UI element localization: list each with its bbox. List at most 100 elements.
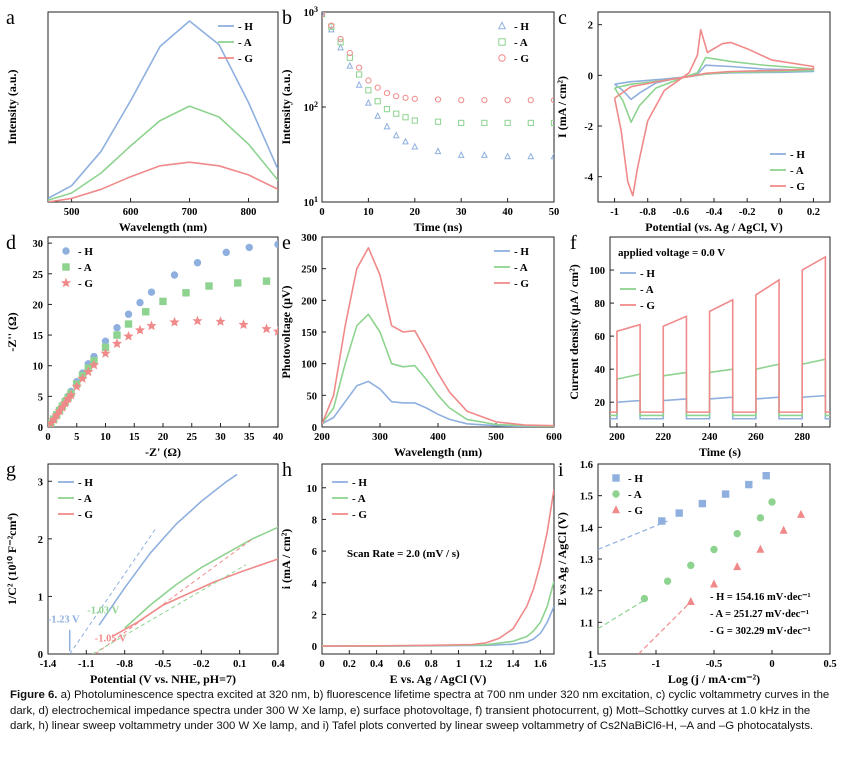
panel-letter: f (570, 232, 577, 254)
data-point-G (504, 97, 511, 104)
series-line-G (610, 255, 830, 413)
x-tick-label: 1.2 (479, 659, 492, 670)
data-point-A (374, 98, 381, 105)
data-point-H (346, 61, 354, 69)
x-tick-label: 280 (794, 432, 810, 443)
y-tick-label: 1.5 (580, 492, 593, 503)
y-tick-label: -2 (584, 122, 593, 133)
data-point-G (709, 579, 719, 588)
fit-line-G (638, 601, 692, 654)
x-tick-label: 1.6 (534, 659, 547, 670)
fit-line-H (598, 520, 668, 551)
data-point-G (383, 90, 391, 97)
y-tick-label: 0 (38, 650, 43, 661)
data-point-H (222, 248, 230, 257)
y-tick-label: 1.4 (580, 523, 594, 534)
y-tick-label: 100 (589, 266, 605, 277)
extrapolation-line-H (69, 527, 158, 654)
data-point-H (550, 152, 554, 160)
y-tick-label: 25 (33, 270, 44, 281)
data-point-G (238, 319, 249, 329)
legend-label: - H (514, 246, 529, 258)
series-line-G (613, 28, 815, 197)
x-tick-label: 0 (319, 207, 324, 218)
data-point-A (234, 279, 242, 287)
panel-letter: g (6, 459, 16, 481)
legend-label: - H (640, 268, 655, 280)
x-axis-label: Wavelength (nm) (394, 445, 482, 459)
x-tick-label: -0.6 (673, 207, 690, 218)
legend-label: - G (78, 278, 93, 290)
y-axis-label: Current density (μA / cm²) (567, 264, 581, 400)
x-tick-label: -0.2 (739, 207, 756, 218)
series-line-H (322, 606, 554, 647)
series-line-A (124, 526, 278, 629)
slope-label: - G = 302.29 mV·dec⁻¹ (710, 626, 811, 637)
data-point-A (411, 117, 418, 124)
legend-label: - A (640, 284, 654, 296)
figure-caption: Figure 6. a) Photoluminescence spectra e… (10, 688, 834, 735)
data-point-G (215, 316, 226, 326)
y-axis-label: i (mA / cm²) (279, 529, 293, 590)
data-point-G (322, 12, 326, 18)
x-tick-label: 600 (123, 207, 139, 218)
data-point-G (100, 348, 111, 358)
y-tick-label: 1.2 (580, 587, 593, 598)
data-point-A (527, 119, 534, 127)
legend-swatch-A (62, 263, 70, 271)
intercept-label: -1.05 V (95, 633, 127, 644)
intercept-label: -1.03 V (87, 606, 119, 617)
caption-label: Figure 6. (10, 689, 58, 701)
legend-swatch-H (497, 21, 507, 30)
y-tick-label: 15 (33, 331, 44, 342)
y-tick-label: 50 (307, 391, 318, 402)
legend-label: - A (628, 489, 642, 501)
plot-frame (321, 463, 555, 655)
x-tick-label: 30 (215, 432, 226, 443)
y-tick-label: 2 (38, 535, 43, 546)
x-tick-label: 600 (546, 432, 562, 443)
data-point-A (663, 577, 672, 585)
x-tick-label: 20 (410, 207, 421, 218)
x-tick-label: 0.6 (397, 659, 410, 670)
panel-g: g -1.4 -1.1 -0.8 -0.5 -0.2 0.1 0.4 0 1 2 3 Potential… (5, 459, 285, 686)
data-point-H (136, 298, 144, 307)
x-tick-label: 240 (702, 432, 718, 443)
x-tick-label: 10 (363, 207, 374, 218)
x-tick-label: 5 (74, 432, 79, 443)
y-tick-label: 1 (588, 650, 593, 661)
x-tick-label: 0.5 (823, 659, 836, 670)
data-point-G (756, 544, 765, 553)
data-point-H (411, 142, 419, 150)
data-point-H (113, 324, 121, 332)
panel-d: d 0 5 10 15 20 25 30 35 40 0 5 10 15 20 25 30 -Z' (Ω) -Z''… (5, 232, 283, 459)
x-axis-label: Potential (vs. Ag / AgCl, V) (645, 220, 782, 234)
x-tick-label: 0.4 (271, 659, 285, 670)
x-axis-label: Time (s) (699, 445, 741, 459)
legend-label: - A (514, 37, 528, 49)
x-tick-label: -1 (652, 659, 661, 670)
x-tick-label: 0 (769, 659, 774, 670)
panel-a: a 500 600 700 800 Wavelength (nm) Intensity (a… (5, 7, 279, 234)
x-tick-label: 0.2 (343, 659, 356, 670)
legend-label: - G (790, 181, 805, 193)
data-point-H (527, 152, 535, 160)
x-tick-label: 0 (45, 432, 50, 443)
data-point-H (374, 111, 382, 119)
series-line-A (322, 313, 554, 427)
legend-label: - A (238, 37, 252, 49)
legend-label: - G (640, 300, 655, 312)
y-tick-label: 300 (301, 233, 317, 244)
data-point-G (337, 35, 344, 43)
plot-frame (47, 11, 279, 203)
data-point-A (356, 71, 363, 78)
y-tick-label: 1.3 (580, 555, 593, 566)
panel-letter: c (558, 7, 567, 29)
x-tick-label: 0.4 (370, 659, 384, 670)
x-axis-label: Wavelength (nm) (119, 220, 207, 234)
series-line-A (322, 580, 554, 647)
legend-label: - H (514, 21, 529, 33)
y-tick-label: 60 (595, 332, 606, 343)
series-line-G (322, 247, 554, 427)
data-point-G (88, 359, 100, 370)
